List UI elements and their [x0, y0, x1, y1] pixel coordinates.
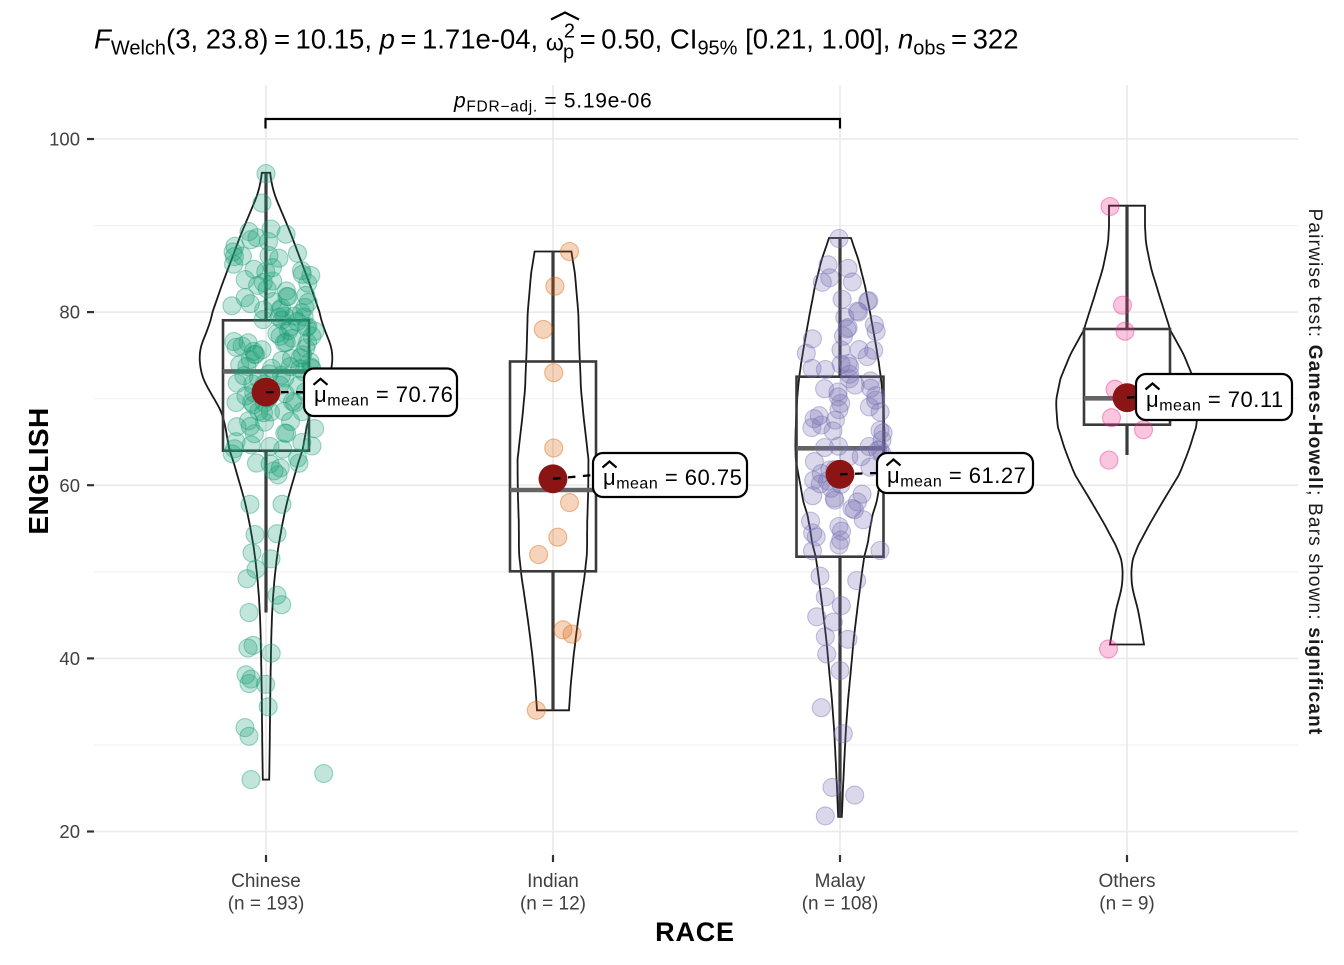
svg-text:20: 20 [59, 821, 80, 842]
svg-text:Malay: Malay [815, 871, 866, 892]
svg-text:40: 40 [59, 648, 80, 669]
svg-text:60: 60 [59, 475, 80, 496]
svg-text:(n = 108): (n = 108) [802, 894, 879, 915]
svg-text:ENGLISH: ENGLISH [23, 407, 54, 534]
svg-text:(n = 193): (n = 193) [228, 894, 305, 915]
svg-text:Chinese: Chinese [231, 871, 301, 892]
svg-text:(n = 9): (n = 9) [1099, 894, 1154, 915]
svg-text:Indian: Indian [527, 871, 579, 892]
svg-text:RACE: RACE [655, 917, 735, 947]
svg-text:100: 100 [49, 129, 80, 150]
svg-text:Pairwise test: Games-Howell; B: Pairwise test: Games-Howell; Bars shown:… [1304, 208, 1325, 735]
svg-text:Others: Others [1098, 871, 1155, 892]
svg-text:(n = 12): (n = 12) [520, 894, 586, 915]
svg-text:80: 80 [59, 302, 80, 323]
